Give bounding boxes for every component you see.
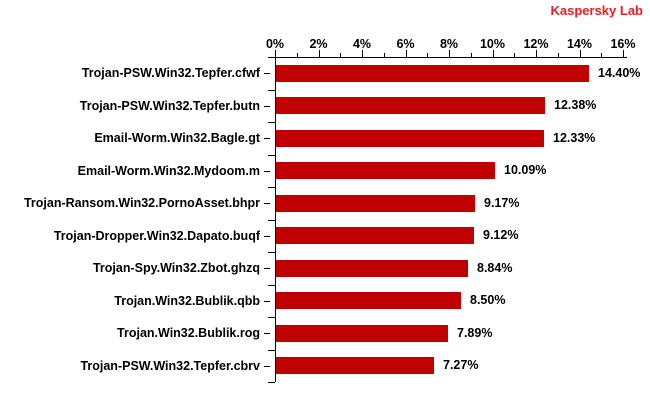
value-label: 7.27% — [443, 358, 479, 373]
x-axis-minor-tick — [514, 53, 516, 57]
value-label: 8.50% — [470, 293, 506, 308]
bar — [276, 97, 545, 115]
x-axis-minor-tick — [470, 53, 472, 57]
category-label: Trojan-PSW.Win32.Tepfer.butn — [79, 98, 260, 113]
value-label: 9.17% — [484, 195, 520, 210]
x-axis-major-tick — [362, 50, 363, 57]
x-axis-major-tick — [318, 50, 320, 57]
y-axis-boundary-tick — [268, 89, 275, 91]
x-axis-line — [275, 57, 627, 58]
y-axis-line — [275, 57, 276, 382]
bar — [276, 162, 495, 180]
x-axis-major-tick — [275, 50, 276, 57]
x-axis-tick-label: 14% — [566, 37, 593, 51]
bar — [276, 259, 468, 277]
x-axis-tick-label: 6% — [396, 37, 415, 51]
value-label: 10.09% — [504, 163, 547, 178]
y-axis-category-tick — [264, 105, 270, 107]
y-axis-boundary-tick — [268, 219, 275, 221]
y-axis-category-tick — [264, 203, 270, 205]
x-axis-minor-tick — [296, 53, 298, 57]
value-label: 7.89% — [457, 325, 493, 340]
x-axis-tick-label: 10% — [479, 37, 506, 51]
bar — [276, 129, 544, 147]
y-axis-category-tick — [264, 235, 270, 237]
value-label: 12.38% — [554, 98, 597, 113]
category-label: Trojan-Dropper.Win32.Dapato.buqf — [53, 228, 260, 243]
y-axis-category-tick — [264, 365, 270, 367]
x-axis-tick-label: 0% — [265, 37, 285, 51]
bar — [276, 194, 475, 212]
value-label: 9.12% — [483, 228, 519, 243]
category-label: Trojan-PSW.Win32.Tepfer.cfwf — [81, 66, 260, 81]
x-axis-major-tick — [405, 50, 407, 57]
y-axis-boundary-tick — [268, 154, 275, 156]
x-axis-tick-label: 4% — [352, 37, 372, 51]
x-axis-major-tick — [579, 50, 581, 57]
y-axis-boundary-tick — [268, 187, 275, 188]
x-axis-minor-tick — [427, 53, 429, 57]
category-label: Trojan.Win32.Bublik.rog — [117, 326, 260, 341]
kaspersky-lab-branding: Kaspersky Lab — [550, 3, 644, 18]
x-axis-minor-tick — [557, 53, 559, 57]
x-axis-minor-tick — [383, 53, 385, 57]
category-label: Trojan-Ransom.Win32.PornoAsset.bhpr — [23, 196, 260, 211]
y-axis-category-tick — [264, 268, 270, 270]
y-axis-category-tick — [264, 333, 270, 335]
y-axis-category-tick — [264, 170, 270, 172]
value-label: 8.84% — [477, 260, 513, 275]
y-axis-category-tick — [264, 73, 270, 75]
category-label: Trojan-PSW.Win32.Tepfer.cbrv — [80, 358, 260, 373]
y-axis-boundary-tick — [268, 349, 275, 351]
x-axis-tick-label: 2% — [309, 37, 328, 51]
x-axis-major-tick — [492, 50, 494, 57]
y-axis-boundary-tick — [268, 122, 275, 123]
x-axis-tick-label: 16% — [610, 37, 636, 51]
y-axis-boundary-tick — [268, 57, 275, 58]
y-axis-boundary-tick — [268, 317, 275, 318]
x-axis-minor-tick — [601, 53, 603, 57]
y-axis-boundary-tick — [268, 284, 275, 286]
x-axis-zero-tick — [275, 57, 276, 62]
bar — [276, 292, 461, 310]
x-axis-major-tick — [449, 50, 450, 57]
bar — [276, 64, 589, 82]
x-axis-major-tick — [623, 50, 624, 57]
y-axis-boundary-tick — [268, 382, 275, 383]
bar — [276, 357, 434, 375]
category-label: Trojan-Spy.Win32.Zbot.ghzq — [92, 261, 260, 276]
y-axis-boundary-tick — [268, 252, 275, 253]
x-axis-tick-label: 8% — [439, 37, 459, 51]
category-label: Email-Worm.Win32.Bagle.gt — [94, 131, 260, 146]
value-label: 12.33% — [553, 130, 596, 145]
bar — [276, 324, 448, 342]
x-axis-major-tick — [536, 50, 537, 57]
y-axis-category-tick — [264, 138, 270, 140]
category-label: Trojan.Win32.Bublik.qbb — [114, 293, 260, 308]
category-label: Email-Worm.Win32.Mydoom.m — [77, 163, 260, 178]
x-axis-tick-label: 12% — [523, 37, 549, 51]
value-label: 14.40% — [598, 65, 641, 80]
x-axis-minor-tick — [340, 53, 342, 57]
y-axis-category-tick — [264, 300, 270, 302]
bar — [276, 227, 474, 245]
